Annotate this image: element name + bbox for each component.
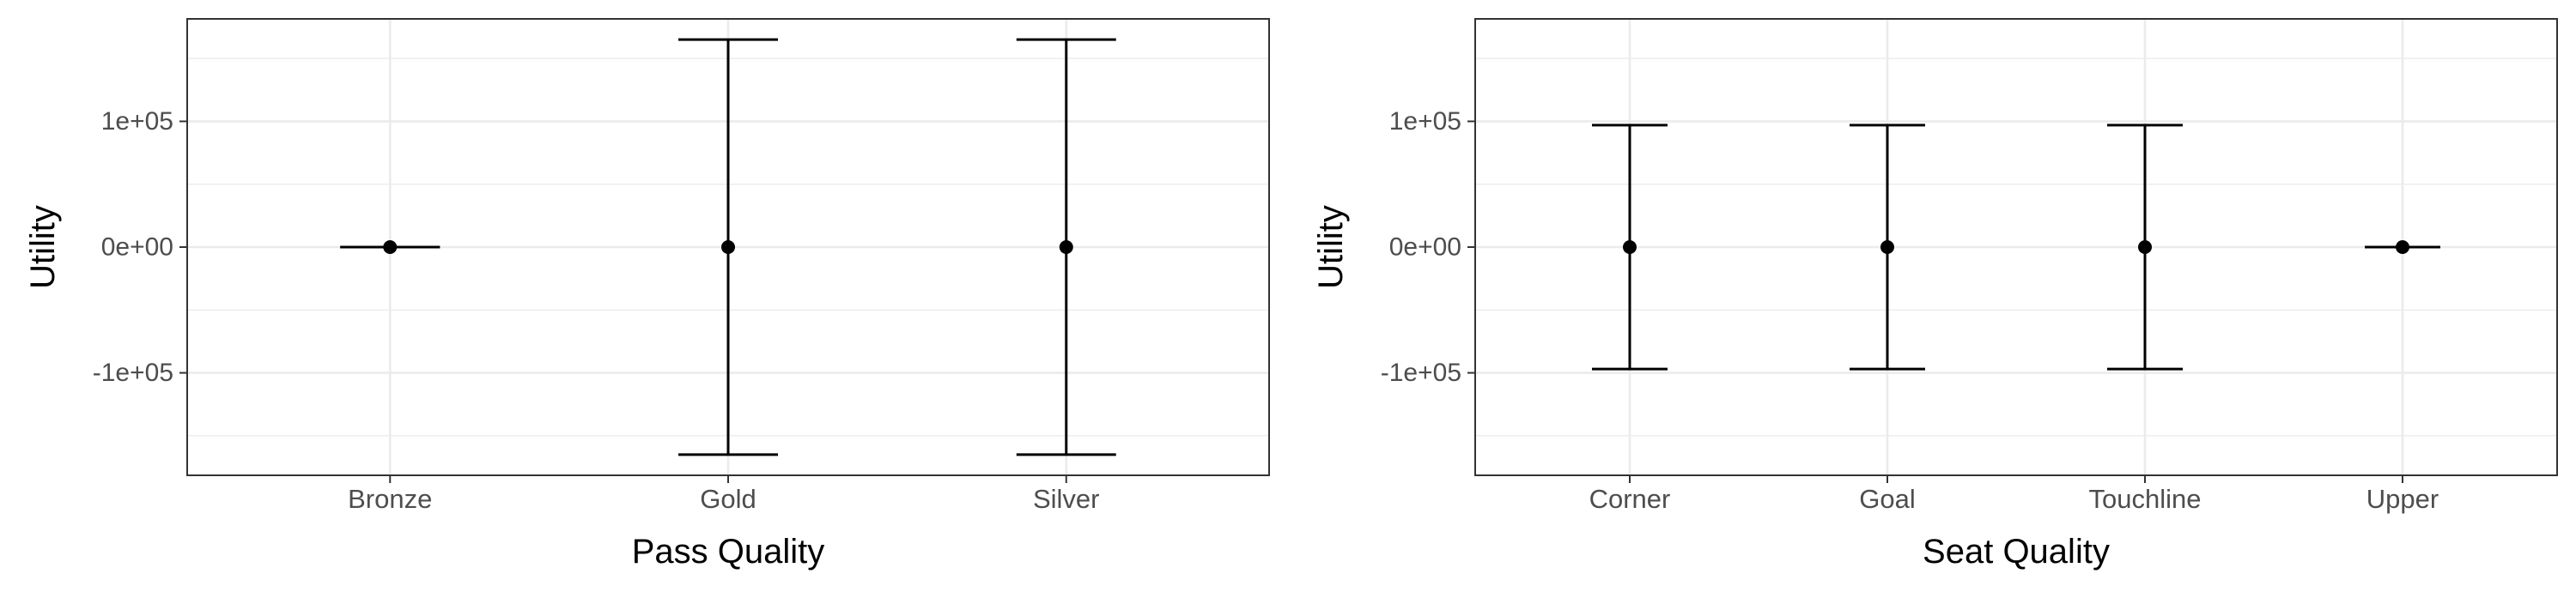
seat-quality-y-tick-label: 1e+05: [1389, 107, 1461, 136]
seat-quality-y-tick-label: -1e+05: [1381, 359, 1461, 387]
seat-quality-x-tick-label: Touchline: [2089, 484, 2202, 514]
pass-quality-x-tick-label: Gold: [700, 484, 756, 514]
pass-quality-x-tick-label: Bronze: [348, 484, 432, 514]
pass-quality-y-tick-label: 0e+00: [101, 233, 173, 262]
pass-quality-y-tick-label: 1e+05: [101, 107, 173, 136]
seat-quality-point-touchline: [2138, 240, 2152, 254]
pass-quality-chart: 1e+05 0e+00 -1e+05 Bronze Gold Silver Pass Qua…: [24, 18, 1270, 571]
seat-quality-x-tick-label: Goal: [1859, 484, 1915, 514]
pass-quality-point-silver: [1059, 240, 1073, 254]
seat-quality-x-tick-label: Corner: [1589, 484, 1671, 514]
seat-quality-point-goal: [1880, 240, 1894, 254]
pass-quality-point-gold: [721, 240, 735, 254]
seat-quality-point-upper: [2396, 240, 2409, 254]
seat-quality-y-axis-title: Utility: [1312, 205, 1350, 289]
pass-quality-x-tick-label: Silver: [1033, 484, 1100, 514]
seat-quality-point-corner: [1623, 240, 1637, 254]
seat-quality-x-axis-title: Seat Quality: [1923, 533, 2110, 571]
seat-quality-x-tick-label: Upper: [2366, 484, 2439, 514]
pass-quality-y-tick-label: -1e+05: [93, 359, 173, 387]
pass-quality-point-bronze: [383, 240, 398, 254]
pass-quality-x-axis-title: Pass Quality: [632, 533, 825, 571]
pass-quality-y-axis-title: Utility: [24, 205, 62, 289]
seat-quality-y-tick-label: 0e+00: [1389, 233, 1461, 262]
seat-quality-chart: 1e+05 0e+00 -1e+05 Corner Goal Touchline Upper…: [1312, 18, 2558, 571]
